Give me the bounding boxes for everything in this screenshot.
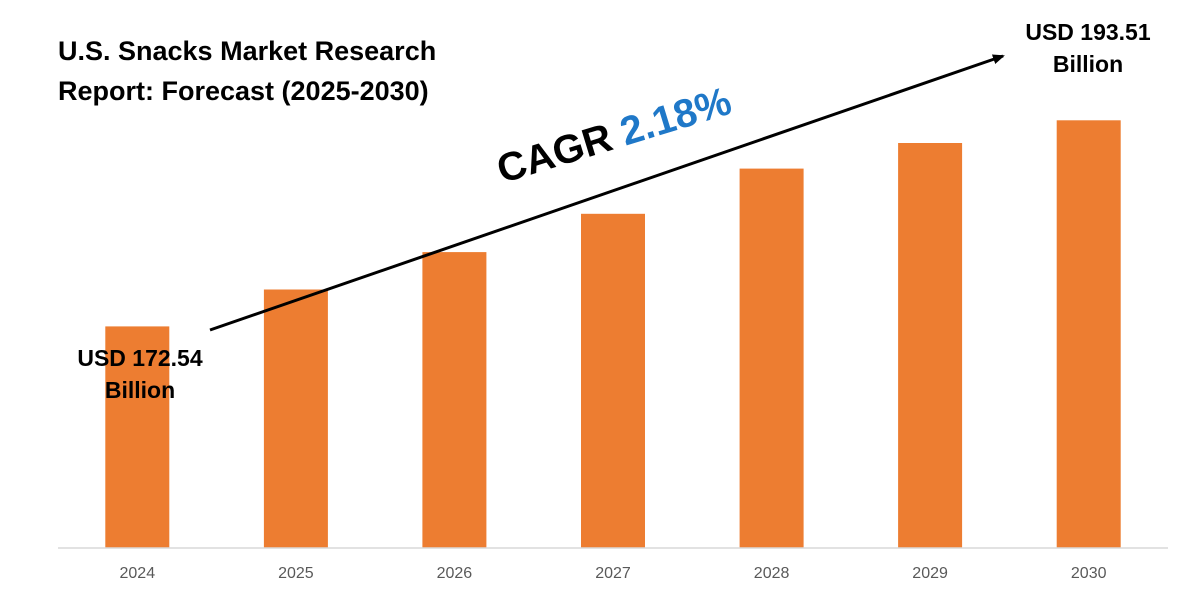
- start-value-unit: Billion: [104, 377, 176, 403]
- end-value-callout: USD 193.51 Billion: [998, 16, 1178, 80]
- bar-2027: [581, 213, 645, 549]
- x-tick-label-2029: 2029: [912, 565, 948, 582]
- x-tick-label-2028: 2028: [754, 565, 790, 582]
- bar-2029: [898, 143, 963, 548]
- bars-layer: [105, 120, 1121, 549]
- chart-title-line-2: Report: Forecast (2025-2030): [58, 76, 429, 106]
- end-value-amount: USD 193.51: [1025, 19, 1151, 45]
- cagr-trend-arrow: [209, 54, 1005, 332]
- chart-title-line-1: U.S. Snacks Market Research: [58, 36, 437, 66]
- start-value-callout: USD 172.54 Billion: [50, 342, 230, 406]
- x-tick-label-2026: 2026: [437, 565, 473, 582]
- x-tick-labels: 2024 2025 2026 2027 2028 2029 2030: [120, 565, 1107, 582]
- bar-2026: [422, 252, 487, 548]
- x-tick-label-2024: 2024: [120, 565, 156, 582]
- bar-2028: [739, 168, 804, 548]
- end-value-unit: Billion: [1052, 51, 1124, 77]
- x-tick-label-2030: 2030: [1071, 565, 1107, 582]
- bar-2025: [263, 289, 328, 548]
- bar-2024: [105, 326, 170, 548]
- x-tick-label-2025: 2025: [278, 565, 314, 582]
- bar-2030: [1056, 120, 1121, 549]
- start-value-amount: USD 172.54: [77, 345, 203, 371]
- x-tick-label-2027: 2027: [595, 565, 631, 582]
